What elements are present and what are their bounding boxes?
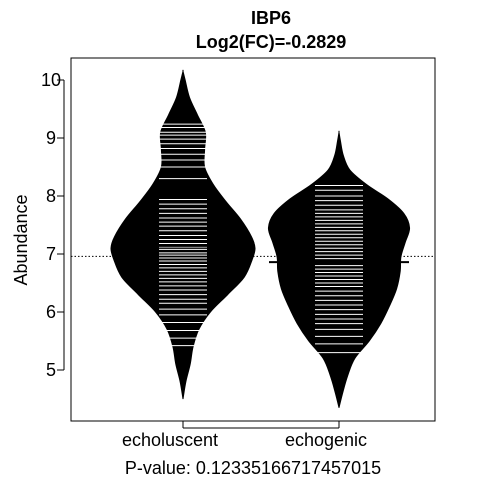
chart-subtitle: Log2(FC)=-0.2829	[196, 32, 347, 52]
bean-echogenic	[267, 130, 411, 408]
x-axis: echoluscent echogenic	[122, 421, 367, 450]
y-tick-label: 7	[46, 244, 56, 264]
y-tick-label: 10	[41, 70, 61, 90]
x-axis-label: P-value: 0.12335166717457015	[125, 458, 381, 478]
y-tick-label: 8	[46, 186, 56, 206]
density-shape	[110, 69, 256, 400]
bean-echoluscent	[110, 69, 256, 400]
y-tick-label: 5	[46, 360, 56, 380]
y-axis-label: Abundance	[11, 194, 31, 285]
y-tick-label: 6	[46, 302, 56, 322]
y-tick-label: 9	[46, 128, 56, 148]
x-tick-label: echoluscent	[122, 430, 218, 450]
y-axis: 5 6 7 8 9 10	[41, 70, 65, 380]
x-tick-label: echogenic	[285, 430, 367, 450]
plot-area	[71, 69, 435, 408]
chart-title: IBP6	[251, 8, 291, 28]
plot-frame	[70, 57, 436, 422]
